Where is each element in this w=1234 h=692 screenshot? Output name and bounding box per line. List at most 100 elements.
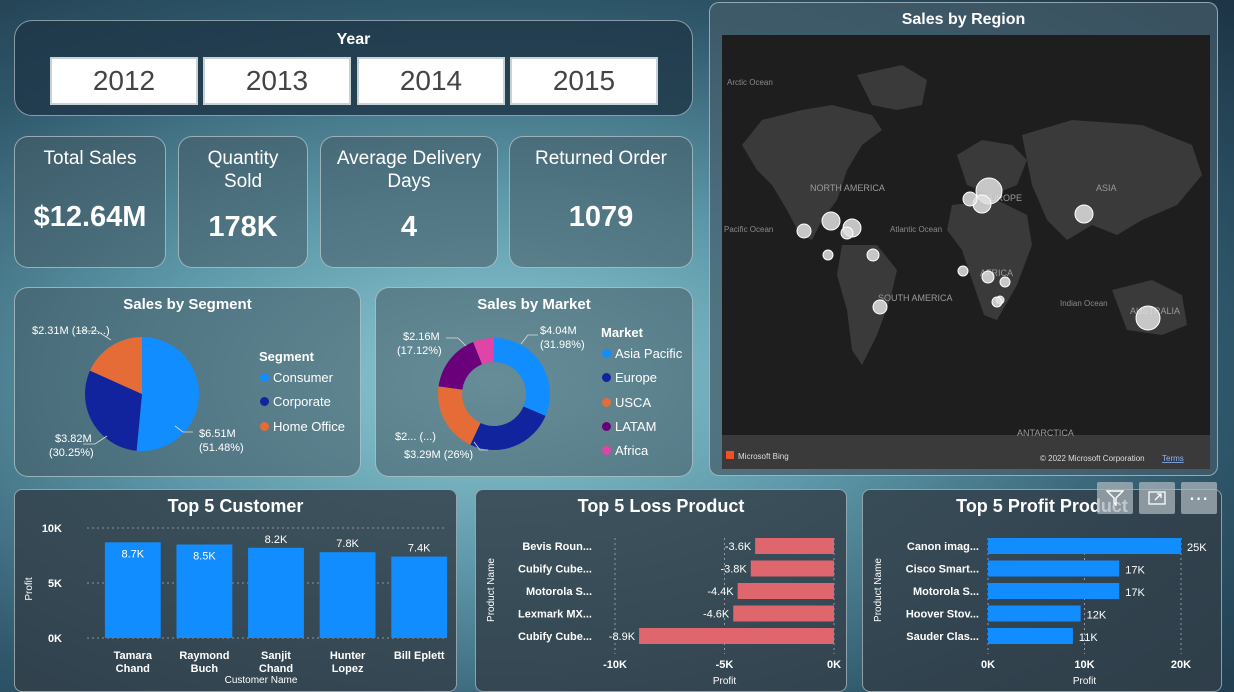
x-tick-label: 10K [1074,659,1094,671]
slice-africa[interactable] [473,338,494,365]
market-legend-title: Market [601,325,643,340]
map-bubble[interactable] [1074,204,1094,224]
legend-label: USCA [615,395,652,410]
y-tick-label: Motorola S... [913,586,979,598]
bar[interactable] [248,547,304,638]
map-bubble[interactable] [991,296,1003,308]
segment-label-home-office: $2.31M (18.2...) [32,325,110,337]
kpi-quantity-sold: Quantity Sold 178K [178,136,308,268]
slice-consumer[interactable] [136,337,200,451]
filter-button[interactable] [1097,482,1133,514]
y-axis-title: Product Name [873,558,884,622]
map-terms-link[interactable]: Terms [1162,454,1184,463]
data-label: 8.7K [121,548,144,560]
top5-profit-product-chart: Top 5 Profit Product Product Name 0K 10K 20… [862,489,1222,692]
map-bubble[interactable] [962,191,978,207]
legend-dot [602,398,611,407]
bar[interactable] [737,583,834,599]
legend-dot [260,422,269,431]
map-bubble[interactable] [872,299,888,315]
map-bubble[interactable] [981,270,995,284]
market-legend-usca[interactable]: USCA [602,395,651,410]
bar[interactable] [319,552,376,638]
map-bubble[interactable] [1135,305,1161,331]
world-map[interactable]: Arctic Ocean NORTH AMERICA EUROPE ASIA P… [722,35,1210,469]
x-tick-label: 0K [981,659,995,671]
map-label-south-america: SOUTH AMERICA [878,293,953,303]
year-option-2012[interactable]: 2012 [50,57,198,105]
more-options-button[interactable]: ⋯ [1181,482,1217,514]
loss-chart-title: Top 5 Loss Product [577,496,745,516]
bar[interactable] [733,605,834,622]
market-label-asia-value: $4.04M [540,325,577,337]
bar[interactable] [988,628,1073,644]
map-bubble[interactable] [957,265,969,277]
slice-home-office[interactable] [90,337,142,394]
bar[interactable] [755,538,834,554]
legend-dot [602,373,611,382]
x-tick-label: Tamara [114,650,153,662]
year-slicer-title: Year [336,31,371,48]
slice-asia-pacific[interactable] [494,338,550,416]
market-legend-latam[interactable]: LATAM [602,419,656,434]
map-bubble[interactable] [796,223,812,239]
segment-label-corporate-value: $3.82M [55,433,92,445]
map-label-asia: ASIA [1096,183,1117,193]
x-tick-label: 20K [1171,659,1191,671]
slice-europe[interactable] [470,406,546,450]
year-option-2014[interactable]: 2014 [357,57,505,105]
map-bubble[interactable] [821,211,841,231]
data-label: 8.2K [265,534,288,546]
segment-legend-home-office[interactable]: Home Office [260,419,345,434]
top5-loss-product-chart: Top 5 Loss Product Product Name -10K -5K 0K… [475,489,847,692]
y-tick-label: Lexmark MX... [518,609,592,621]
customer-bar-chart[interactable]: 0K5K10KProfit8.7KTamaraChand8.5KRaymondB… [15,490,456,691]
market-legend-africa[interactable]: Africa [602,443,648,458]
kpi-value: 178K [208,211,278,243]
bar[interactable] [988,538,1181,554]
bar[interactable] [176,544,233,639]
map-bubble[interactable] [999,276,1011,288]
focus-mode-button[interactable] [1139,482,1175,514]
legend-label: Africa [615,443,649,458]
market-donut[interactable] [376,288,692,476]
loss-bar-chart[interactable]: Product Name -10K -5K 0K Bevis Roun... -3.6K C… [476,490,846,691]
bar[interactable] [750,560,834,577]
x-tick-label: Chand [259,663,293,675]
profit-bar-chart[interactable]: Product Name 0K 10K 20K Canon imag... 25K Cisc… [863,490,1221,691]
profit-chart-title: Top 5 Profit Product [956,496,1128,516]
segment-legend-corporate[interactable]: Corporate [260,394,331,409]
bar[interactable] [391,556,448,638]
bar[interactable] [988,583,1120,599]
legend-dot [602,422,611,431]
market-legend-asia-pacific[interactable]: Asia Pacific [602,346,682,361]
year-option-2015[interactable]: 2015 [510,57,658,105]
map-bubble[interactable] [822,249,834,261]
data-label: 8.5K [193,551,216,563]
slice-corporate[interactable] [85,370,142,451]
bar[interactable] [104,542,161,638]
kpi-value: 1079 [568,201,634,233]
map-label-north-america: NORTH AMERICA [810,183,885,193]
year-option-2013[interactable]: 2013 [203,57,351,105]
segment-legend-consumer[interactable]: Consumer [260,370,333,385]
top5-customer-chart: Top 5 Customer 0K 5K 10K Profit 8.7K Tamara Ch… [14,489,457,692]
map-bubble[interactable] [866,248,880,262]
slice-latam[interactable] [438,342,483,390]
x-tick-label: -10K [603,659,627,671]
data-label: 12K [1087,610,1107,622]
bar[interactable] [988,560,1120,577]
segment-pie[interactable] [15,288,360,476]
bar[interactable] [988,605,1081,622]
slice-usca[interactable] [438,386,481,445]
bar[interactable] [639,628,834,644]
segment-chart-title: Sales by Segment [123,296,252,313]
x-tick-label: Sanjit [261,650,291,662]
market-legend-europe[interactable]: Europe [602,370,657,385]
filter-icon [1106,490,1124,506]
map-title: Sales by Region [901,11,1026,28]
data-label: 7.8K [336,538,359,550]
y-tick-label: 0K [48,633,62,645]
y-axis-title: Product Name [486,558,497,622]
map-bubble[interactable] [840,226,854,240]
